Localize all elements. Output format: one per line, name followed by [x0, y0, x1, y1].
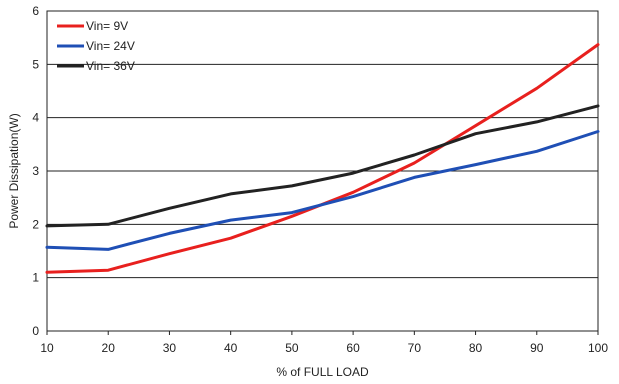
x-tick-label: 70 [408, 341, 422, 355]
y-tick-label: 6 [32, 4, 39, 18]
x-tick-label: 30 [163, 341, 177, 355]
series-line-2 [45, 130, 600, 251]
x-tick-label: 50 [285, 341, 299, 355]
series-line-3 [45, 104, 600, 228]
x-tick-label: 60 [346, 341, 360, 355]
legend-item: Vin= 9V [57, 19, 128, 33]
y-tick-label: 5 [32, 57, 39, 71]
y-tick-label: 0 [32, 324, 39, 338]
x-tick-label: 100 [588, 341, 608, 355]
x-tick-label: 20 [102, 341, 116, 355]
x-axis-ticks: 10 20 30 40 50 60 70 80 90 100 [40, 331, 608, 355]
y-tick-label: 2 [32, 217, 39, 231]
series-line-1 [45, 43, 600, 274]
y-tick-label: 4 [32, 111, 39, 125]
y-axis-ticks: 0 1 2 3 4 5 6 [32, 4, 39, 338]
plot-frame [46, 10, 599, 332]
legend-label: Vin= 9V [86, 19, 128, 33]
x-tick-label: 80 [469, 341, 483, 355]
x-tick-label: 40 [224, 341, 238, 355]
x-tick-label: 90 [530, 341, 544, 355]
legend-label: Vin= 24V [86, 39, 135, 53]
y-axis-title: Power Dissipation(W) [7, 113, 21, 228]
legend-item: Vin= 24V [57, 39, 135, 53]
y-tick-label: 3 [32, 164, 39, 178]
series-lines [45, 43, 600, 274]
x-axis-title: % of FULL LOAD [276, 365, 369, 379]
y-tick-label: 1 [32, 271, 39, 285]
x-tick-label: 10 [40, 341, 54, 355]
legend-item: Vin= 36V [57, 59, 135, 73]
legend: Vin= 9V Vin= 24V Vin= 36V [57, 19, 135, 73]
legend-label: Vin= 36V [86, 59, 135, 73]
